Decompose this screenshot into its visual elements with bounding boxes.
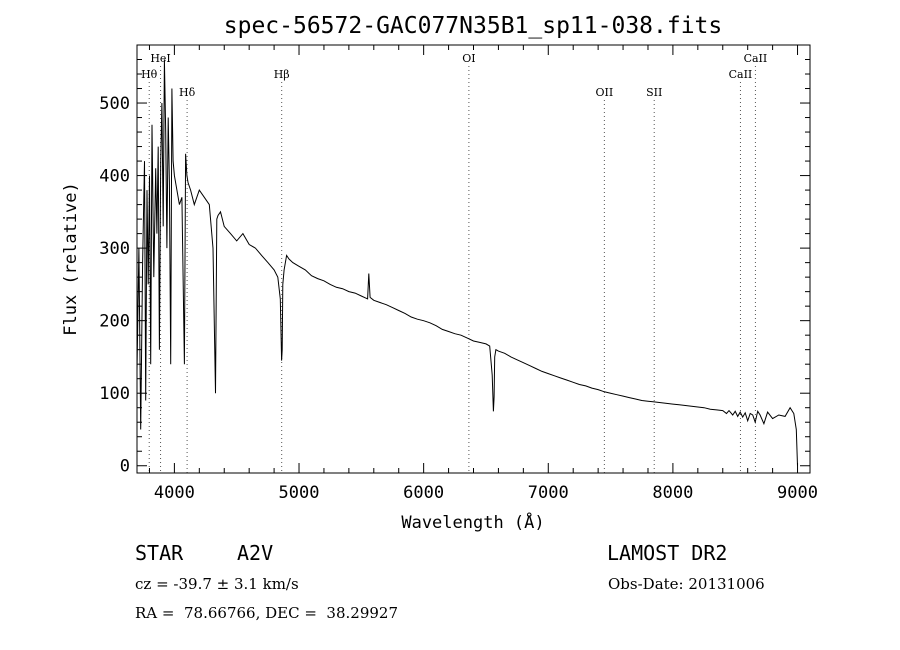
x-tick-label: 6000 [403,483,444,503]
y-axis-title: Flux (relative) [61,182,81,336]
y-tick-label: 0 [120,457,130,477]
y-tick-label: 500 [99,94,130,114]
survey-name: LAMOST DR2 [607,541,728,565]
line-label: CaII [744,52,768,65]
line-label: Hθ [141,68,158,81]
x-tick-label: 5000 [279,483,320,503]
axes: 4000 5000 6000 7000 8000 9000 0 100 200 300 400 500 [99,45,818,503]
x-axis-title: Wavelength (Å) [401,511,544,533]
y-tick-label: 400 [99,167,130,187]
x-tick-label: 4000 [154,483,195,503]
line-label: Hδ [179,86,196,99]
line-label: SII [646,86,662,99]
x-tick-label: 9000 [777,483,818,503]
y-tick-label: 300 [99,239,130,259]
redshift-text: cz = -39.7 ± 3.1 km/s [135,575,299,593]
line-label: HeI [150,52,170,65]
object-class: STAR [135,541,184,565]
line-label: OII [596,86,614,99]
x-tick-label: 7000 [528,483,569,503]
spectrum-series [136,59,798,466]
coordinates-text: RA = 78.66766, DEC = 38.29927 [135,604,399,622]
line-label: CaII [729,68,753,81]
y-tick-label: 200 [99,312,130,332]
flux-spectrum-line [136,59,798,466]
x-tick-label: 8000 [652,483,693,503]
chart-title: spec-56572-GAC077N35B1_sp11-038.fits [224,13,723,39]
line-annotations: HeI Hθ Hδ Hβ OI OII SII CaII CaII [141,52,767,473]
y-tick-label: 100 [99,384,130,404]
obs-date-text: Obs-Date: 20131006 [608,575,765,593]
spectral-subclass: A2V [237,541,274,565]
line-label: Hβ [274,68,290,81]
line-label: OI [462,52,475,65]
